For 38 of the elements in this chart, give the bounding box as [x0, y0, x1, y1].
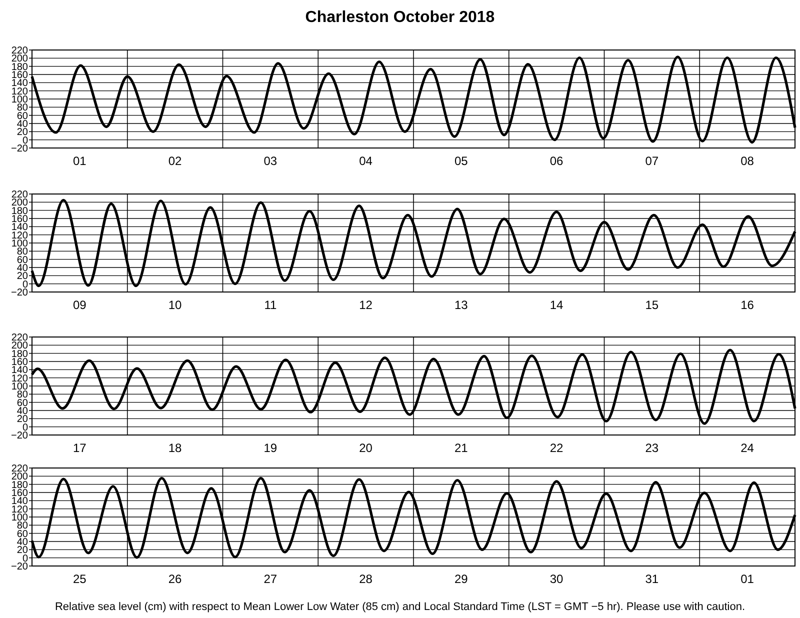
x-tick-label: 18	[168, 441, 182, 455]
x-tick-label: 26	[168, 572, 182, 586]
y-tick-label: −20	[11, 288, 28, 298]
x-tick-label: 05	[454, 154, 468, 168]
x-tick-label: 20	[359, 441, 373, 455]
x-tick-label: 27	[264, 572, 278, 586]
x-tick-label: 19	[264, 441, 278, 455]
x-tick-label: 08	[740, 154, 754, 168]
x-tick-label: 04	[359, 154, 373, 168]
x-tick-label: 21	[454, 441, 468, 455]
x-tick-label: 01	[740, 572, 754, 586]
x-tick-label: 29	[454, 572, 468, 586]
y-tick-label: −20	[11, 430, 28, 442]
x-tick-label: 07	[645, 154, 659, 168]
x-tick-label: 28	[359, 572, 373, 586]
x-tick-label: 01	[73, 154, 87, 168]
x-tick-label: 23	[645, 441, 659, 455]
x-tick-label: 24	[740, 441, 754, 455]
x-tick-label: 30	[550, 572, 564, 586]
x-tick-label: 15	[645, 298, 659, 312]
y-tick-label: −20	[11, 562, 28, 572]
x-tick-label: 14	[550, 298, 564, 312]
x-tick-label: 12	[359, 298, 373, 312]
x-tick-label: 02	[168, 154, 182, 168]
x-tick-label: 10	[168, 298, 182, 312]
x-tick-label: 11	[264, 298, 277, 312]
x-tick-label: 16	[740, 298, 754, 312]
x-tick-label: 13	[454, 298, 468, 312]
x-tick-label: 06	[550, 154, 564, 168]
x-tick-label: 31	[645, 572, 659, 586]
x-tick-label: 22	[550, 441, 564, 455]
x-tick-label: 03	[264, 154, 278, 168]
chart-title: Charleston October 2018	[305, 9, 495, 26]
y-tick-label: −20	[11, 144, 28, 154]
x-tick-label: 25	[73, 572, 87, 586]
x-tick-label: 09	[73, 298, 87, 312]
x-tick-label: 17	[73, 441, 87, 455]
text: Relative sea level (cm) with respect to Mean Lower Low Water (85 cm) and Local Standard Time (LST = GMT −5 hr). Please use with caution.	[54, 601, 746, 613]
